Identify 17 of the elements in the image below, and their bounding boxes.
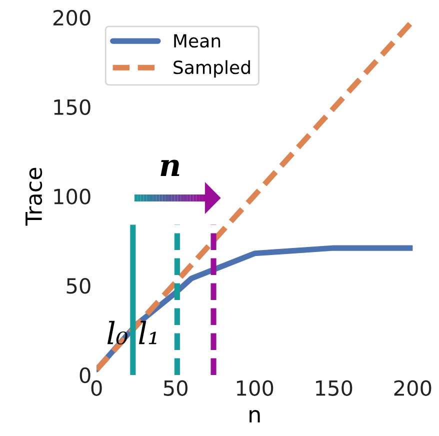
annotation: l₁: [138, 320, 156, 344]
x-tick-label: 150: [316, 380, 352, 396]
x-tick-label: 0: [91, 380, 102, 396]
legend-label: Mean: [174, 34, 220, 48]
y-tick-label: 100: [54, 188, 90, 204]
y-tick-label: 50: [66, 278, 90, 294]
x-axis-title: n: [250, 410, 260, 422]
legend-label: Sampled: [174, 60, 250, 78]
x-tick-label: 100: [237, 380, 274, 396]
y-axis-title: Trace: [26, 168, 42, 226]
y-tick-label: 200: [53, 10, 90, 26]
annotation: n: [160, 160, 180, 176]
annotation: l₀: [107, 320, 128, 344]
x-tick-label: 50: [164, 380, 188, 396]
y-tick-label: 150: [54, 99, 90, 116]
y-tick-label: 0: [80, 367, 90, 384]
x-tick-label: 200: [394, 380, 432, 396]
